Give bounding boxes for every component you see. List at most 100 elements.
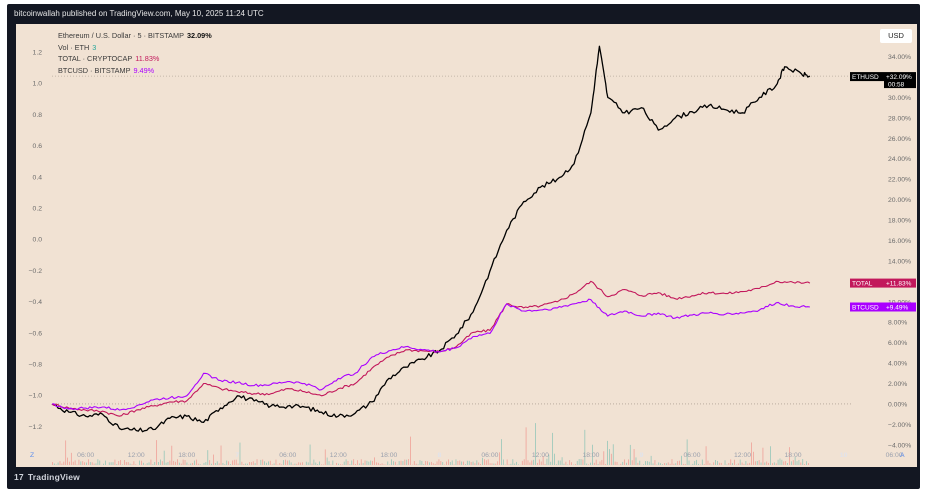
value-tag-name-bg <box>850 278 884 288</box>
volume-bar <box>218 463 220 465</box>
volume-bar <box>305 461 307 465</box>
volume-bar <box>624 459 626 465</box>
legend: Ethereum / U.S. Dollar · 5 · BITSTAMP 32.… <box>58 30 212 76</box>
volume-bar <box>550 461 552 465</box>
volume-bar <box>413 461 415 465</box>
volume-bar <box>489 463 491 465</box>
chart-plot-area[interactable]: 36.00%34.00%32.00%30.00%28.00%26.00%24.0… <box>16 24 917 467</box>
legend-vol[interactable]: Vol · ETH 3 <box>58 42 212 54</box>
volume-bar <box>63 461 65 465</box>
volume-bar <box>160 459 161 465</box>
volume-bar <box>465 464 466 465</box>
volume-bar <box>340 464 341 465</box>
volume-bar <box>235 459 237 465</box>
volume-bar <box>639 460 641 465</box>
volume-bar <box>734 459 735 465</box>
volume-bar <box>542 456 544 465</box>
volume-bar <box>292 464 294 465</box>
footer: 17 TradingView <box>7 467 920 489</box>
volume-bar <box>487 459 489 465</box>
volume-bar <box>592 444 593 465</box>
volume-bar <box>243 464 245 465</box>
volume-bar <box>65 440 67 465</box>
volume-bar <box>402 461 404 465</box>
volume-bar <box>171 445 173 465</box>
y-left-tick-label: 1.2 <box>33 50 43 57</box>
volume-bar <box>518 464 519 465</box>
currency-button[interactable]: USD <box>880 29 912 43</box>
legend-eth[interactable]: Ethereum / U.S. Dollar · 5 · BITSTAMP 32.… <box>58 30 212 42</box>
volume-bar <box>753 451 754 465</box>
volume-bar <box>484 459 485 465</box>
volume-bar <box>290 462 292 465</box>
x-tick-label: 12:00 <box>330 452 347 459</box>
volume-bar <box>770 446 771 465</box>
volume-bar <box>525 427 527 465</box>
legend-eth-name: Ethereum / U.S. Dollar · 5 · BITSTAMP <box>58 31 184 40</box>
volume-bar <box>688 460 690 465</box>
volume-bar <box>286 460 288 465</box>
volume-bar <box>565 461 567 465</box>
volume-bar <box>398 461 400 465</box>
tradingview-logo[interactable]: 17 TradingView <box>14 472 80 482</box>
volume-bar <box>468 460 470 465</box>
volume-bar <box>118 461 120 465</box>
volume-bar <box>658 462 660 465</box>
volume-bar <box>91 462 93 465</box>
auto-scale-icon[interactable]: A <box>900 452 905 459</box>
x-tick-label: 06:00 <box>77 452 94 459</box>
legend-eth-value: 32.09% <box>186 31 212 40</box>
y-right-tick-label: 4.00% <box>888 361 907 368</box>
volume-bar <box>633 449 635 465</box>
y-right-tick-label: 14.00% <box>888 258 911 265</box>
chart-svg[interactable]: 36.00%34.00%32.00%30.00%28.00%26.00%24.0… <box>16 24 917 467</box>
volume-bar <box>796 461 798 465</box>
volume-bar <box>586 463 588 465</box>
volume-bar <box>427 461 428 465</box>
volume-bar <box>794 456 796 465</box>
volume-bar <box>120 460 122 465</box>
volume-bar <box>262 459 264 465</box>
volume-bar <box>764 462 766 465</box>
volume-bar <box>175 461 176 465</box>
volume-bar <box>717 460 718 465</box>
time-axis[interactable]: 06:00 12:00 18:00 7 06:00 12:00 18:00 8 06:00 12:… <box>16 447 917 461</box>
volume-bar <box>648 461 650 465</box>
volume-bar <box>421 460 423 465</box>
legend-btc-value: 9.49% <box>133 65 155 75</box>
volume-bar <box>559 460 561 465</box>
value-tag-total: TOTAL +11.83% <box>850 278 916 288</box>
volume-bar <box>415 463 417 465</box>
volume-bar <box>281 464 283 465</box>
y-left-tick-label: −1.0 <box>29 393 43 400</box>
volume-bar <box>463 461 464 465</box>
volume-bar <box>783 461 785 465</box>
volume-bar <box>196 459 197 465</box>
volume-bar <box>557 460 559 465</box>
volume-bar <box>603 451 605 465</box>
volume-bar <box>114 459 116 465</box>
y-left-tick-label: 0.4 <box>33 174 43 181</box>
value-tag-name: TOTAL <box>852 281 873 288</box>
volume-bar <box>313 459 315 465</box>
volume-bar <box>766 461 768 465</box>
volume-bar <box>197 463 199 465</box>
volume-bar <box>434 463 436 465</box>
volume-bar <box>605 464 607 465</box>
volume-bar <box>283 460 284 465</box>
volume-bar <box>158 462 159 465</box>
zoom-reset-icon[interactable]: Z <box>30 452 34 459</box>
volume-bar <box>485 460 487 465</box>
volume-bar <box>169 460 171 465</box>
volume-bar <box>163 450 165 465</box>
y-left-tick-label: −0.8 <box>29 362 43 369</box>
volume-bar <box>273 463 275 465</box>
volume-bar <box>190 463 192 465</box>
legend-total[interactable]: TOTAL · CRYPTOCAP 11.83% <box>58 53 212 65</box>
volume-bar <box>643 464 644 465</box>
volume-bar <box>53 463 55 465</box>
legend-btc-name: BTCUSD · BITSTAMP <box>58 65 131 75</box>
volume-bar <box>341 464 343 465</box>
volume-bar <box>328 461 330 465</box>
legend-btc[interactable]: BTCUSD · BITSTAMP 9.49% <box>58 65 212 77</box>
